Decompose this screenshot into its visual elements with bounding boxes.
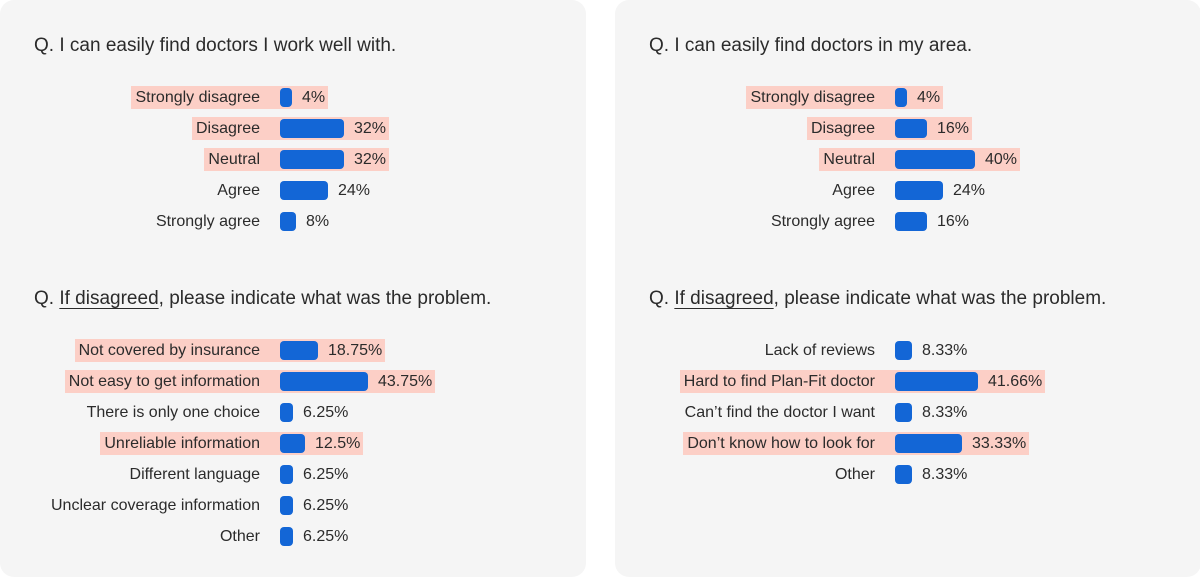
question-title: Q. If disagreed, please indicate what wa…: [34, 288, 492, 309]
bar: [895, 150, 975, 169]
category-label: Strongly disagree: [135, 89, 260, 106]
value-label: 8.33%: [922, 342, 968, 359]
bar-row: Agree 24%: [615, 175, 1200, 206]
bar-row: Other 8.33%: [615, 459, 1200, 490]
bar-row: Strongly agree 8%: [0, 206, 586, 237]
bar: [895, 119, 927, 138]
category-label: Strongly agree: [155, 213, 260, 230]
category-label: Strongly agree: [770, 213, 875, 230]
value-label: 6.25%: [303, 466, 349, 483]
bar: [895, 403, 912, 422]
question-title: Q. I can easily find doctors in my area.: [649, 35, 973, 56]
bar-row: Neutral 32%: [0, 144, 586, 175]
bar: [280, 150, 344, 169]
value-label: 16%: [937, 120, 970, 137]
value-label: 6.25%: [303, 404, 349, 421]
value-label: 8.33%: [922, 466, 968, 483]
category-label: Neutral: [208, 151, 260, 168]
value-label: 8%: [306, 213, 330, 230]
category-label: Other: [219, 528, 260, 545]
category-label: Can’t find the doctor I want: [684, 404, 875, 421]
category-label: There is only one choice: [86, 404, 260, 421]
bar-row: Not easy to get information 43.75%: [0, 366, 586, 397]
bar-row: Agree 24%: [0, 175, 586, 206]
bar-row: Neutral 40%: [615, 144, 1200, 175]
bar: [895, 372, 978, 391]
category-label: Agree: [832, 182, 875, 199]
value-label: 41.66%: [988, 373, 1043, 390]
bar: [895, 88, 907, 107]
value-label: 18.75%: [328, 342, 383, 359]
category-label: Other: [834, 466, 875, 483]
bar-row: Strongly disagree 4%: [0, 82, 586, 113]
panel-right: Q. I can easily find doctors in my area.…: [615, 0, 1200, 577]
bar: [280, 496, 293, 515]
value-label: 32%: [354, 151, 387, 168]
category-label: Not covered by insurance: [78, 342, 260, 359]
value-label: 6.25%: [303, 528, 349, 545]
bar-row: Unclear coverage information 6.25%: [0, 490, 586, 521]
bar-row: Hard to find Plan-Fit doctor 41.66%: [615, 366, 1200, 397]
category-label: Hard to find Plan-Fit doctor: [683, 373, 875, 390]
value-label: 4%: [917, 89, 941, 106]
category-label: Lack of reviews: [764, 342, 875, 359]
bar-row: Disagree 32%: [0, 113, 586, 144]
value-label: 16%: [937, 213, 970, 230]
bar-row: Other 6.25%: [0, 521, 586, 552]
bar: [895, 212, 927, 231]
underlined-condition: If disagreed: [674, 288, 774, 309]
category-label: Not easy to get information: [68, 373, 260, 390]
bar: [280, 434, 305, 453]
bar: [280, 181, 328, 200]
category-label: Don’t know how to look for: [687, 435, 875, 452]
question-title: Q. If disagreed, please indicate what wa…: [649, 288, 1107, 309]
row-highlight: [131, 86, 328, 109]
question-title: Q. I can easily find doctors I work well…: [34, 35, 397, 56]
bar: [280, 212, 296, 231]
bar-row: There is only one choice 6.25%: [0, 397, 586, 428]
category-label: Unclear coverage information: [51, 497, 260, 514]
value-label: 6.25%: [303, 497, 349, 514]
category-label: Disagree: [810, 120, 875, 137]
category-label: Neutral: [823, 151, 875, 168]
bar: [895, 434, 962, 453]
bar: [895, 341, 912, 360]
underlined-condition: If disagreed: [59, 288, 159, 309]
bar-row: Not covered by insurance 18.75%: [0, 335, 586, 366]
bar: [280, 119, 344, 138]
bar: [895, 181, 943, 200]
bar: [280, 88, 292, 107]
bar: [280, 372, 368, 391]
bar-row: Lack of reviews 8.33%: [615, 335, 1200, 366]
value-label: 43.75%: [378, 373, 433, 390]
value-label: 4%: [302, 89, 326, 106]
bar-row: Can’t find the doctor I want 8.33%: [615, 397, 1200, 428]
bar-row: Unreliable information 12.5%: [0, 428, 586, 459]
bar: [280, 341, 318, 360]
bar-row: Strongly disagree 4%: [615, 82, 1200, 113]
value-label: 8.33%: [922, 404, 968, 421]
bar-row: Disagree 16%: [615, 113, 1200, 144]
panel-left: Q. I can easily find doctors I work well…: [0, 0, 586, 577]
bar-row: Strongly agree 16%: [615, 206, 1200, 237]
category-label: Strongly disagree: [750, 89, 875, 106]
category-label: Different language: [129, 466, 260, 483]
category-label: Disagree: [195, 120, 260, 137]
bar: [280, 465, 293, 484]
value-label: 12.5%: [315, 435, 361, 452]
value-label: 33.33%: [972, 435, 1027, 452]
value-label: 32%: [354, 120, 387, 137]
value-label: 40%: [985, 151, 1018, 168]
row-highlight: [746, 86, 943, 109]
bar: [895, 465, 912, 484]
category-label: Agree: [217, 182, 260, 199]
value-label: 24%: [953, 182, 986, 199]
bar: [280, 527, 293, 546]
category-label: Unreliable information: [104, 435, 260, 452]
bar-row: Don’t know how to look for 33.33%: [615, 428, 1200, 459]
row-highlight: [807, 117, 972, 140]
value-label: 24%: [338, 182, 371, 199]
bar-row: Different language 6.25%: [0, 459, 586, 490]
bar: [280, 403, 293, 422]
